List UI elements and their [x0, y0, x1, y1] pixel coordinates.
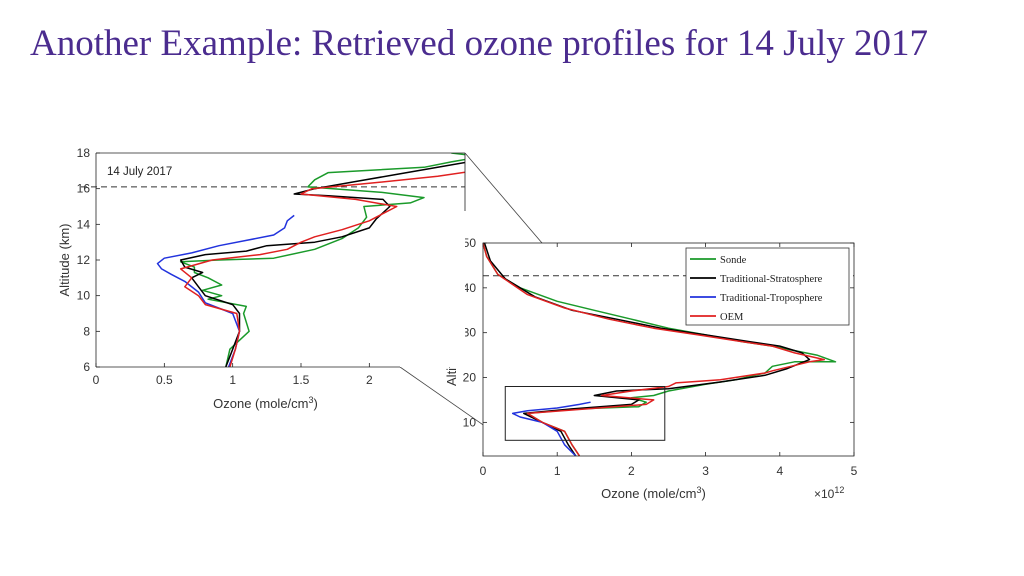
date-annotation: 14 July 2017	[107, 166, 172, 178]
x-tick-label: 2	[366, 373, 373, 387]
x-multiplier-exponent: 12	[834, 485, 844, 495]
y-tick-label: 20	[463, 371, 477, 385]
x-tick-label: 1.5	[293, 373, 310, 387]
series-line-oem	[483, 243, 826, 456]
series-group	[483, 243, 837, 456]
y-tick-label: 10	[463, 415, 477, 429]
x-tick-label: 0	[93, 373, 100, 387]
x-axis-label: Ozone (mole/cm3)	[213, 395, 318, 411]
series-line-sonde	[179, 153, 465, 367]
legend-label: Sonde	[720, 255, 747, 266]
y-tick-label: 10	[77, 289, 91, 303]
x-axis-label: Ozone (mole/cm3)	[601, 485, 706, 501]
x-tick-label: 5	[851, 464, 858, 478]
x-multiplier-label: ×1012	[814, 485, 844, 501]
legend-box	[685, 247, 850, 326]
x-tick-label: 2	[628, 464, 635, 478]
series-line-traditional-troposphere	[156, 214, 295, 367]
zoom-chart: 0 0.5 1 1.5 2 6 8 10 12 14 16 18 14 July 2017 Ozone (…	[57, 146, 466, 411]
x-axis-label-close: )	[702, 486, 706, 501]
x-tick-label: 1	[554, 464, 561, 478]
x-tick-label: 3	[702, 464, 709, 478]
y-axis-label: Altitude (km)	[57, 224, 72, 297]
series-line-traditional-troposphere	[511, 401, 591, 456]
legend: Sonde Traditional-Stratosphere Traditional…	[685, 247, 850, 326]
legend-label: Traditional-Stratosphere	[720, 274, 823, 285]
zoom-box	[504, 385, 666, 441]
legend-label: Traditional-Troposphere	[720, 293, 823, 304]
y-tick-label: 30	[463, 326, 477, 340]
y-tick-label: 40	[463, 281, 477, 295]
y-tick-label: 14	[77, 217, 91, 231]
y-tick-label: 18	[77, 146, 91, 160]
x-tick-label: 1	[229, 373, 236, 387]
y-tick-label: 6	[83, 360, 90, 374]
x-tick-label: 0	[480, 464, 487, 478]
x-tick-label: 0.5	[156, 373, 173, 387]
axes-frame	[482, 242, 855, 457]
plot-area	[96, 153, 465, 367]
slide-title: Another Example: Retrieved ozone profile…	[30, 23, 929, 64]
y-tick-label: 8	[83, 324, 90, 338]
series-line-oem	[179, 171, 465, 367]
x-axis-label-close: )	[314, 396, 318, 411]
x-axis-label-sup: 3	[697, 485, 702, 495]
legend-label: OEM	[720, 312, 744, 323]
x-tick-label: 4	[776, 464, 783, 478]
y-tick-label: 12	[77, 253, 91, 267]
series-line-traditional-stratosphere	[179, 153, 465, 367]
y-tick-label: 50	[463, 236, 477, 250]
y-tick-label: 16	[77, 182, 91, 196]
series-group	[156, 153, 465, 367]
x-axis-label-sup: 3	[309, 395, 314, 405]
